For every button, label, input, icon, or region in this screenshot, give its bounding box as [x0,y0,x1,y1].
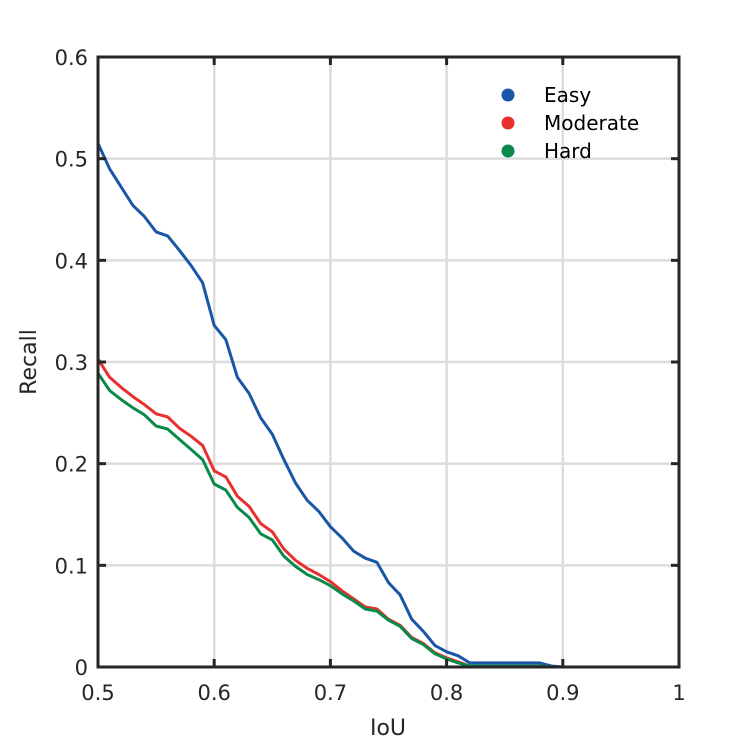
x-tick-label: 0.6 [197,681,230,705]
legend-marker-easy [501,88,515,102]
y-tick-label: 0.3 [55,351,88,375]
legend: Easy Moderate Hard [501,83,639,163]
x-axis-title: IoU [370,716,406,741]
x-tick-label: 0.5 [81,681,114,705]
data-series [96,142,679,669]
legend-label-moderate: Moderate [544,111,639,135]
series-line-hard [96,372,679,669]
y-tick-label: 0.1 [55,554,88,578]
legend-marker-hard [501,144,515,158]
x-tick-label: 0.8 [430,681,463,705]
y-axis-title: Recall [17,329,42,395]
legend-label-easy: Easy [544,83,591,107]
legend-label-hard: Hard [544,139,592,163]
x-axis-ticks: 0.5 0.6 0.7 0.8 0.9 1 [81,57,686,705]
legend-marker-moderate [501,116,515,130]
x-tick-label: 1 [672,681,685,705]
grid-lines [98,57,679,667]
x-tick-label: 0.7 [314,681,347,705]
y-tick-label: 0.6 [55,46,88,70]
y-tick-label: 0.5 [55,148,88,172]
y-tick-label: 0.4 [55,249,88,273]
x-tick-label: 0.9 [546,681,579,705]
y-tick-label: 0.2 [55,453,88,477]
y-axis-ticks: 0 0.1 0.2 0.3 0.4 0.5 0.6 [55,46,679,680]
series-line-easy [96,142,679,669]
y-tick-label: 0 [75,656,88,680]
